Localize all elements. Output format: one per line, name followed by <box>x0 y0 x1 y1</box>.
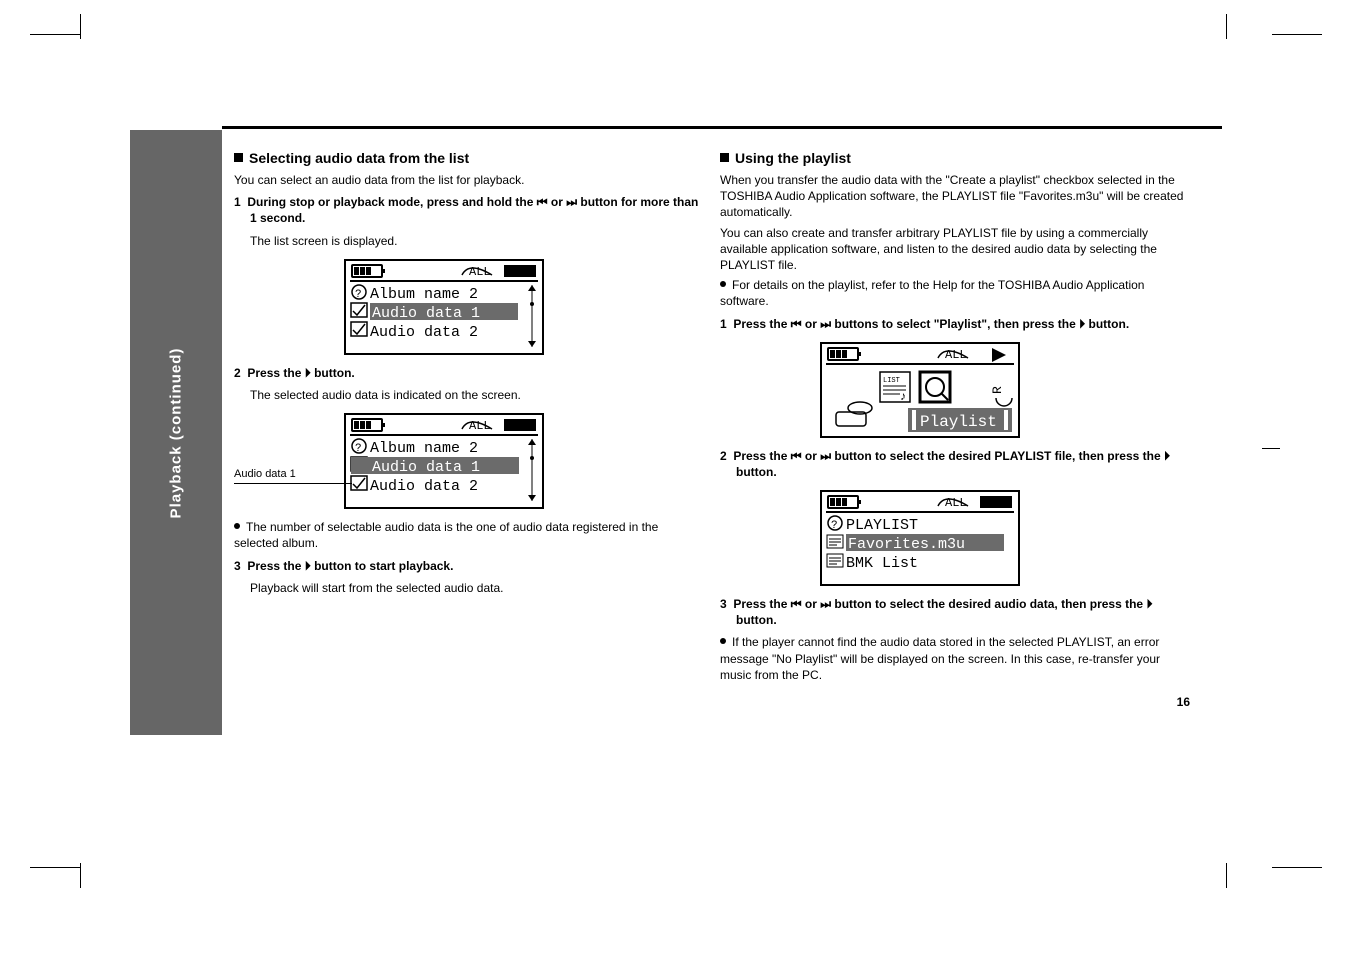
right-screen1: ALL LIST ♪ R Pl <box>820 342 1190 438</box>
dot-bullet-icon <box>234 523 240 529</box>
step-number: 2 <box>720 449 727 463</box>
left-step2-note: The selected audio data is indicated on … <box>234 387 704 403</box>
lcd-screen-2: ALL ? Album name 2 Audio data 1 Audio da… <box>344 413 544 509</box>
prev-icon: ⏮ <box>791 317 802 331</box>
left-step1-a: During stop or playback mode, press and … <box>247 195 533 209</box>
playpause-icon: ⏵ <box>305 366 311 380</box>
right-heading-text: Using the playlist <box>735 150 851 166</box>
left-heading: Selecting audio data from the list <box>234 150 704 166</box>
left-step2-a: Press the <box>247 366 301 380</box>
svg-text:♪: ♪ <box>900 389 906 403</box>
left-intro: You can select an audio data from the li… <box>234 172 704 188</box>
svg-text:?: ? <box>831 520 838 532</box>
right-step2-a: Press the <box>733 449 787 463</box>
svg-text:BMK List: BMK List <box>846 555 918 572</box>
left-step3: 3 Press the ⏵ button to start playback. <box>234 558 704 574</box>
left-step1-note: The list screen is displayed. <box>234 233 704 249</box>
dot-bullet-icon <box>720 638 726 644</box>
page-number: 16 <box>720 695 1190 709</box>
step-number: 1 <box>234 195 241 209</box>
playpause-icon: ⏵ <box>1146 597 1152 611</box>
next-icon: ⏭ <box>566 195 577 209</box>
leader-line <box>234 483 352 484</box>
square-bullet-icon <box>234 153 243 162</box>
right-step2-b: button to select the desired PLAYLIST fi… <box>834 449 1160 463</box>
left-step2-b: button. <box>314 366 355 380</box>
step-number: 2 <box>234 366 241 380</box>
left-step3-a: Press the <box>247 559 301 573</box>
svg-text:Playlist: Playlist <box>920 413 997 431</box>
step-number: 3 <box>720 597 727 611</box>
step-number: 3 <box>234 559 241 573</box>
left-bullet-a-text: The number of selectable audio data is t… <box>234 520 658 550</box>
all-label: ALL <box>469 265 491 279</box>
square-bullet-icon <box>720 153 729 162</box>
right-step3-c: button. <box>736 613 777 627</box>
step-number: 1 <box>720 317 727 331</box>
left-bullet-a: The number of selectable audio data is t… <box>234 519 704 551</box>
svg-text:ALL: ALL <box>945 348 967 362</box>
next-icon: ⏭ <box>820 449 831 463</box>
sidebar-label: Playback (continued) <box>168 347 185 518</box>
lcd-screen-menu: ALL LIST ♪ R Pl <box>820 342 1020 438</box>
svg-text:LIST: LIST <box>883 377 900 385</box>
right-intro2: You can also create and transfer arbitra… <box>720 225 1190 274</box>
right-step1-c: button. <box>1089 317 1130 331</box>
svg-text:Audio data 2: Audio data 2 <box>370 324 478 341</box>
left-step2: 2 Press the ⏵ button. <box>234 365 704 381</box>
svg-text:ALL: ALL <box>945 496 967 510</box>
svg-text:Album name 2: Album name 2 <box>370 286 478 303</box>
svg-text:PLAYLIST: PLAYLIST <box>846 517 918 534</box>
right-step1-b: buttons to select "Playlist", then press… <box>834 317 1075 331</box>
left-heading-text: Selecting audio data from the list <box>249 150 469 166</box>
svg-text:ALL: ALL <box>469 419 491 433</box>
right-step3-b: button to select the desired audio data,… <box>834 597 1143 611</box>
next-icon: ⏭ <box>820 597 831 611</box>
page: Playback (continued) Selecting audio dat… <box>130 70 1220 870</box>
svg-text:Audio data 2: Audio data 2 <box>370 478 478 495</box>
svg-text:Audio data 1: Audio data 1 <box>372 459 480 476</box>
dot-bullet-icon <box>720 281 726 287</box>
right-intro1: When you transfer the audio data with th… <box>720 172 1190 221</box>
lcd-screen-1: ALL ? Album name 2 Audio data 1 Audio da… <box>344 259 544 355</box>
sidebar: Playback (continued) <box>130 130 222 735</box>
playpause-icon: ⏵ <box>305 559 311 573</box>
right-column: Using the playlist When you transfer the… <box>720 142 1190 709</box>
svg-text:Favorites.m3u: Favorites.m3u <box>848 536 965 553</box>
right-bullet-c: If the player cannot find the audio data… <box>720 634 1190 683</box>
right-bullet-b: For details on the playlist, refer to th… <box>720 277 1190 309</box>
right-heading: Using the playlist <box>720 150 1190 166</box>
top-rule <box>222 126 1222 129</box>
right-bullet-b-text: For details on the playlist, refer to th… <box>720 278 1144 308</box>
left-step1: 1 During stop or playback mode, press an… <box>234 194 704 226</box>
svg-text:?: ? <box>355 443 362 455</box>
svg-text:Audio data 1: Audio data 1 <box>372 305 480 322</box>
lcd-screen-playlist: ALL ? PLAYLIST Favorites.m3u BMK List <box>820 490 1020 586</box>
svg-text:R: R <box>990 386 1005 394</box>
right-step2-c: button. <box>736 465 777 479</box>
prev-icon: ⏮ <box>537 195 548 209</box>
left-step3-note: Playback will start from the selected au… <box>234 580 704 596</box>
playpause-icon: ⏵ <box>1164 449 1170 463</box>
playpause-icon: ⏵ <box>1079 317 1085 331</box>
right-step1: 1 Press the ⏮ or ⏭ buttons to select "Pl… <box>720 316 1190 332</box>
left-screen2: Audio data 1 ALL ? Album name 2 Audio da… <box>234 413 704 509</box>
svg-text:Album name 2: Album name 2 <box>370 440 478 457</box>
right-step3: 3 Press the ⏮ or ⏭ button to select the … <box>720 596 1190 628</box>
left-screen1: ALL ? Album name 2 Audio data 1 Audio da… <box>344 259 704 355</box>
right-step3-a: Press the <box>733 597 787 611</box>
right-step1-a: Press the <box>733 317 787 331</box>
next-icon: ⏭ <box>820 317 831 331</box>
right-screen2: ALL ? PLAYLIST Favorites.m3u BMK List <box>820 490 1190 586</box>
right-step2: 2 Press the ⏮ or ⏭ button to select the … <box>720 448 1190 480</box>
prev-icon: ⏮ <box>791 597 802 611</box>
svg-text:?: ? <box>355 289 362 301</box>
prev-icon: ⏮ <box>791 449 802 463</box>
leader-label: Audio data 1 <box>234 468 296 480</box>
left-column: Selecting audio data from the list You c… <box>234 142 704 600</box>
left-step3-b: button to start playback. <box>314 559 453 573</box>
right-bullet-c-text: If the player cannot find the audio data… <box>720 635 1160 681</box>
